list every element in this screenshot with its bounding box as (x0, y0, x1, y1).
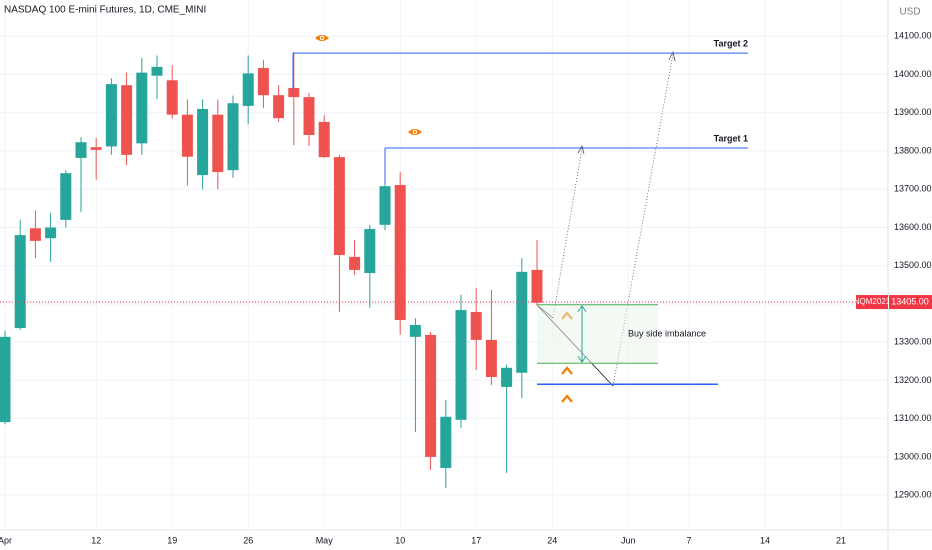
y-tick-label: 13300.00 (894, 337, 932, 347)
y-tick-label: 13700.00 (894, 184, 932, 194)
candle-body (45, 227, 57, 239)
candle-body (394, 185, 406, 321)
imbalance-label: Buy side imbalance (628, 328, 706, 338)
candle-body (318, 121, 330, 158)
x-tick-label: 24 (547, 535, 557, 545)
candle-body (364, 229, 376, 273)
y-tick-label: 13500.00 (894, 260, 932, 270)
candle-body (531, 269, 543, 303)
candle-body (440, 416, 452, 468)
candle-body (212, 114, 224, 173)
candle-body (75, 142, 87, 158)
arrow-head (577, 304, 587, 364)
projection-arrow (612, 53, 674, 387)
y-tick-label: 12900.00 (894, 489, 932, 499)
candle-body (516, 271, 528, 373)
target-label: Target 2 (714, 39, 748, 49)
y-unit: USD (899, 7, 920, 18)
candle-body (470, 311, 482, 340)
x-tick-label: 14 (760, 535, 770, 545)
candle-body (29, 228, 41, 241)
candle-body (501, 367, 513, 387)
plot (0, 51, 543, 488)
x-tick-label: Jun (621, 535, 636, 545)
candle-body (60, 173, 72, 220)
candle-body (105, 84, 117, 147)
candle-body (409, 324, 421, 337)
grid (0, 0, 888, 530)
chevron (561, 394, 573, 403)
y-tick-label: 13900.00 (894, 107, 932, 117)
candle-body (197, 108, 209, 176)
x-tick-label: 19 (167, 535, 177, 545)
candle-body (166, 80, 178, 115)
y-tick-label: 13800.00 (894, 145, 932, 155)
target-label: Target 1 (714, 133, 748, 143)
candle-body (379, 186, 391, 225)
eye-icon (315, 35, 329, 41)
candle-body (303, 97, 315, 135)
y-tick-label: 13100.00 (894, 413, 932, 423)
x-tick-label: Apr (0, 535, 12, 545)
x-tick-label: 10 (395, 535, 405, 545)
candle-body (151, 66, 163, 76)
candle-body (257, 68, 269, 96)
symbol-box (856, 295, 888, 310)
arrow-head (668, 50, 676, 62)
y-tick-label: 13000.00 (894, 451, 932, 461)
candle-body (349, 256, 361, 270)
x-tick-label: May (316, 535, 334, 545)
x-tick-label: 12 (91, 535, 101, 545)
candle-body (288, 87, 300, 98)
y-tick-label: 13600.00 (894, 222, 932, 232)
x-tick-label: 26 (243, 535, 253, 545)
y-tick-label: 14100.00 (894, 31, 932, 41)
candle-body (136, 72, 148, 144)
candle-body (181, 114, 193, 157)
imbalance-zone (537, 304, 658, 364)
x-tick-label: 21 (836, 535, 846, 545)
eye-icon (408, 129, 422, 135)
candle-body (227, 103, 239, 171)
candle-body (425, 334, 437, 457)
candle-body (242, 73, 254, 106)
candle-body (121, 85, 133, 155)
chevron (561, 366, 573, 375)
candle-body (333, 157, 345, 256)
candle-body (0, 336, 11, 423)
price-label: 13405.00 (891, 296, 929, 306)
y-tick-label: 14000.00 (894, 69, 932, 79)
chart-title: NASDAQ 100 E-mini Futures, 1D, CME_MINI (4, 5, 206, 16)
symbol-label: NQM2021 (854, 297, 891, 306)
price-box (889, 295, 932, 310)
arrow-head (577, 144, 585, 155)
candle-body (273, 95, 285, 119)
candle-body (455, 310, 467, 420)
candle-body (90, 147, 102, 150)
candle-body (14, 235, 26, 329)
x-tick-label: 7 (686, 535, 691, 545)
candle-body (485, 339, 497, 377)
x-tick-label: 17 (471, 535, 481, 545)
y-tick-label: 13200.00 (894, 375, 932, 385)
